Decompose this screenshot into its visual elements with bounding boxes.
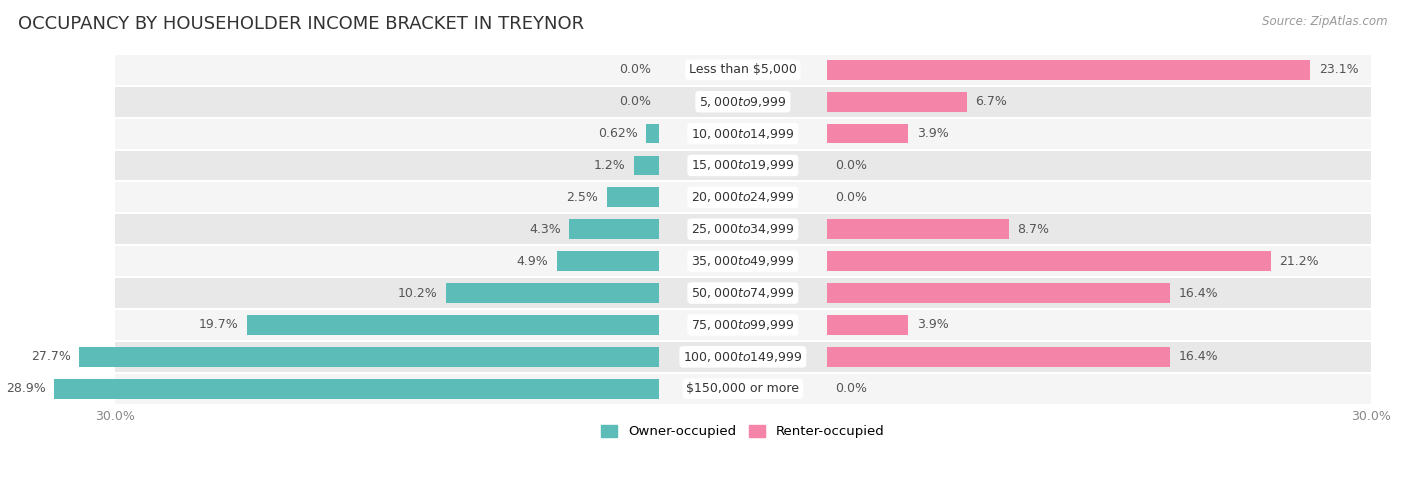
Bar bbox=[115, 118, 1371, 150]
Bar bbox=[827, 283, 1170, 303]
Bar bbox=[115, 150, 1371, 181]
Text: 16.4%: 16.4% bbox=[1178, 287, 1218, 299]
Bar bbox=[827, 347, 1170, 367]
Text: 0.0%: 0.0% bbox=[835, 382, 868, 395]
Bar bbox=[827, 124, 908, 143]
Text: $35,000 to $49,999: $35,000 to $49,999 bbox=[692, 254, 794, 268]
Text: 4.3%: 4.3% bbox=[529, 223, 561, 236]
Text: 16.4%: 16.4% bbox=[1178, 350, 1218, 364]
Bar bbox=[647, 124, 659, 143]
Text: 1.2%: 1.2% bbox=[593, 159, 626, 172]
Text: $150,000 or more: $150,000 or more bbox=[686, 382, 800, 395]
Text: 23.1%: 23.1% bbox=[1319, 63, 1358, 76]
Text: 10.2%: 10.2% bbox=[398, 287, 437, 299]
Text: OCCUPANCY BY HOUSEHOLDER INCOME BRACKET IN TREYNOR: OCCUPANCY BY HOUSEHOLDER INCOME BRACKET … bbox=[18, 15, 585, 33]
Text: $15,000 to $19,999: $15,000 to $19,999 bbox=[692, 158, 794, 173]
Legend: Owner-occupied, Renter-occupied: Owner-occupied, Renter-occupied bbox=[596, 420, 890, 444]
Text: 8.7%: 8.7% bbox=[1017, 223, 1049, 236]
Bar bbox=[115, 277, 1371, 309]
Text: 0.0%: 0.0% bbox=[619, 95, 651, 108]
Text: 27.7%: 27.7% bbox=[31, 350, 70, 364]
Bar bbox=[446, 283, 659, 303]
Bar bbox=[827, 315, 908, 335]
Text: Less than $5,000: Less than $5,000 bbox=[689, 63, 797, 76]
Bar bbox=[557, 251, 659, 271]
Bar bbox=[115, 54, 1371, 86]
Bar bbox=[827, 60, 1310, 80]
Text: 21.2%: 21.2% bbox=[1279, 255, 1319, 268]
Bar bbox=[634, 156, 659, 175]
Bar bbox=[79, 347, 659, 367]
Text: 3.9%: 3.9% bbox=[917, 127, 949, 140]
Text: 3.9%: 3.9% bbox=[917, 318, 949, 331]
Text: $100,000 to $149,999: $100,000 to $149,999 bbox=[683, 350, 803, 364]
Bar bbox=[827, 92, 967, 112]
Text: 0.0%: 0.0% bbox=[835, 191, 868, 204]
Text: 0.0%: 0.0% bbox=[835, 159, 868, 172]
Text: $50,000 to $74,999: $50,000 to $74,999 bbox=[692, 286, 794, 300]
Text: 0.0%: 0.0% bbox=[619, 63, 651, 76]
Bar bbox=[827, 219, 1010, 239]
Bar bbox=[115, 341, 1371, 373]
Bar bbox=[115, 213, 1371, 245]
Bar bbox=[115, 373, 1371, 405]
Bar bbox=[53, 379, 659, 399]
Text: $25,000 to $34,999: $25,000 to $34,999 bbox=[692, 222, 794, 236]
Text: $5,000 to $9,999: $5,000 to $9,999 bbox=[699, 95, 787, 109]
Bar bbox=[607, 188, 659, 207]
Text: $75,000 to $99,999: $75,000 to $99,999 bbox=[692, 318, 794, 332]
Text: 6.7%: 6.7% bbox=[976, 95, 1007, 108]
Bar bbox=[569, 219, 659, 239]
Text: $20,000 to $24,999: $20,000 to $24,999 bbox=[692, 191, 794, 205]
Text: 2.5%: 2.5% bbox=[567, 191, 599, 204]
Bar bbox=[115, 86, 1371, 118]
Text: 19.7%: 19.7% bbox=[198, 318, 238, 331]
Bar bbox=[115, 181, 1371, 213]
Bar bbox=[115, 245, 1371, 277]
Bar bbox=[246, 315, 659, 335]
Bar bbox=[115, 309, 1371, 341]
Text: 28.9%: 28.9% bbox=[6, 382, 45, 395]
Bar bbox=[827, 251, 1271, 271]
Text: $10,000 to $14,999: $10,000 to $14,999 bbox=[692, 126, 794, 140]
Text: 0.62%: 0.62% bbox=[598, 127, 638, 140]
Text: 4.9%: 4.9% bbox=[516, 255, 548, 268]
Text: Source: ZipAtlas.com: Source: ZipAtlas.com bbox=[1263, 15, 1388, 28]
